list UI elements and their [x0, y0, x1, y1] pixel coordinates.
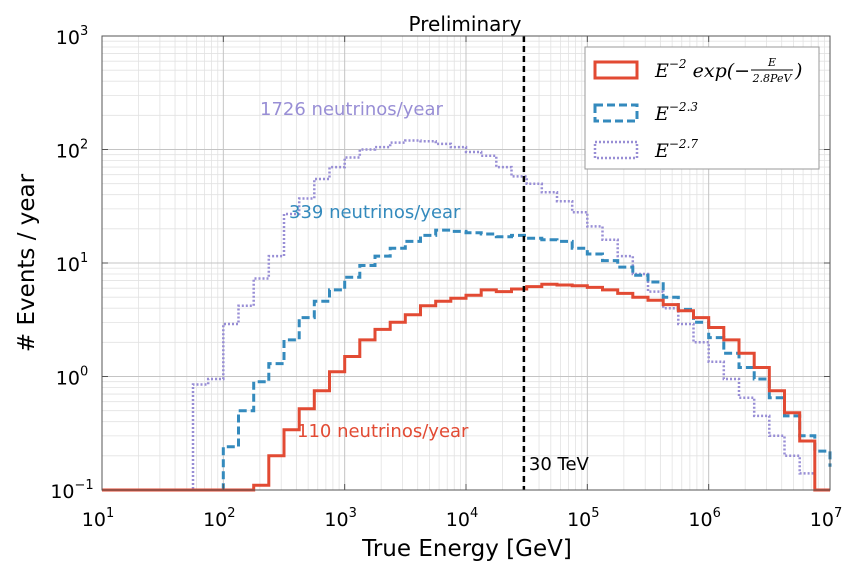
legend-frame [584, 46, 820, 170]
y-tick-label: 101 [56, 251, 88, 276]
legend: E−2 exp(− E 2.8PeV) E−2.3 E−2.7 [584, 46, 820, 170]
x-tick-label: 105 [567, 506, 599, 531]
x-tick-label: 103 [324, 506, 356, 531]
legend-label-1: E−2.3 [654, 100, 698, 125]
legend-close-paren: ) [794, 60, 802, 82]
x-tick-label: 104 [446, 506, 478, 531]
y-tick-label: 100 [56, 365, 88, 390]
series-line-0 [102, 282, 830, 492]
y-tick-label: 103 [56, 24, 88, 49]
legend-swatch-1 [593, 103, 639, 123]
series-annotation-1: 339 neutrinos/year [289, 202, 461, 223]
x-axis-label: True Energy [GeV] [361, 536, 572, 562]
legend-label-0: E−2 exp(− [654, 57, 750, 82]
series-annotation-2: 1726 neutrinos/year [260, 99, 444, 120]
vline-layer: 30 TeV [522, 36, 590, 490]
series-line-1 [102, 228, 832, 492]
series-layer [102, 139, 832, 492]
annotation-layer: 110 neutrinos/year 339 neutrinos/year 1726… [260, 99, 469, 442]
x-tick-label: 102 [203, 506, 235, 531]
legend-fraction-denominator: 2.8PeV [752, 72, 793, 85]
series-annotation-0: 110 neutrinos/year [297, 421, 469, 442]
chart-title: Preliminary [409, 12, 522, 36]
y-tick-label: 10−1 [50, 478, 93, 503]
legend-fraction-numerator: E [767, 56, 776, 69]
legend-label-2: E−2.7 [654, 137, 698, 162]
threshold-label: 30 TeV [529, 454, 590, 475]
legend-swatch-0 [593, 60, 639, 80]
y-tick-label: 102 [56, 138, 88, 163]
x-tick-label: 107 [810, 506, 842, 531]
ticks-layer: 101 102 103 104 105 106 107 10−1 100 101 102 103 [50, 24, 842, 531]
legend-swatch-2 [593, 140, 639, 160]
series-line-2 [102, 139, 830, 492]
x-tick-label: 106 [688, 506, 720, 531]
x-tick-label: 101 [82, 506, 114, 531]
y-axis-label: # Events / year [14, 173, 40, 352]
